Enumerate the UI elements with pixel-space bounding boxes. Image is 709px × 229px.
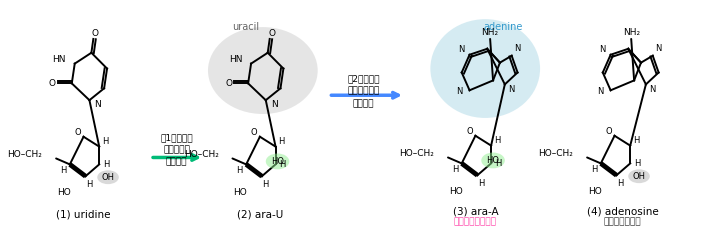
Text: HN: HN (229, 55, 242, 64)
Text: H: H (452, 165, 458, 174)
Text: O: O (605, 127, 612, 136)
Text: adenine: adenine (483, 22, 523, 32)
Text: HO: HO (271, 157, 284, 166)
Text: OH: OH (632, 172, 645, 181)
Text: O: O (268, 30, 275, 38)
Text: (3) ara-A: (3) ara-A (452, 207, 498, 217)
Text: H: H (591, 165, 597, 174)
Text: HO: HO (233, 188, 247, 196)
Text: H: H (236, 166, 242, 175)
Text: H: H (493, 136, 500, 145)
Text: N: N (599, 45, 605, 54)
Text: H: H (60, 166, 66, 175)
Text: 石戸の加熱: 石戸の加熱 (163, 145, 190, 154)
Text: NH₂: NH₂ (623, 27, 640, 36)
Text: HO: HO (486, 156, 500, 165)
Text: N: N (271, 100, 277, 109)
Text: uracil: uracil (233, 22, 259, 32)
Text: H: H (478, 179, 484, 188)
Text: 第2ステップ: 第2ステップ (347, 74, 380, 83)
Text: N: N (508, 85, 514, 94)
Text: (1) uridine: (1) uridine (56, 210, 111, 220)
Text: N: N (649, 85, 655, 94)
Ellipse shape (97, 170, 119, 184)
Text: N: N (598, 87, 604, 96)
Text: HO: HO (57, 188, 71, 196)
Text: H: H (102, 137, 108, 146)
Text: H: H (495, 159, 501, 168)
Text: O: O (91, 30, 99, 38)
Text: （生体内成分）: （生体内成分） (603, 217, 641, 226)
Text: H: H (262, 180, 269, 189)
Text: NH₂: NH₂ (481, 27, 498, 36)
Text: H: H (103, 160, 109, 169)
Text: O: O (49, 79, 56, 88)
Ellipse shape (628, 169, 650, 183)
Ellipse shape (481, 153, 505, 168)
Text: H: H (279, 160, 286, 169)
Text: H: H (634, 159, 640, 168)
Text: H: H (278, 137, 284, 146)
Text: O: O (251, 128, 257, 137)
Text: H: H (86, 180, 93, 189)
Ellipse shape (430, 19, 540, 118)
Text: （抗ウイルス薬）: （抗ウイルス薬） (454, 217, 497, 226)
Text: HO: HO (588, 187, 602, 196)
Ellipse shape (208, 27, 318, 114)
Text: 溶融反応: 溶融反応 (166, 157, 187, 166)
Text: O: O (225, 79, 232, 88)
Text: 第1ステップ: 第1ステップ (160, 133, 193, 142)
Text: O: O (467, 127, 473, 136)
Text: OH: OH (101, 173, 115, 182)
Text: N: N (458, 45, 464, 54)
Text: O: O (74, 128, 81, 137)
Text: HO–CH₂: HO–CH₂ (8, 150, 43, 159)
Text: H: H (618, 179, 624, 188)
Text: HO: HO (449, 187, 463, 196)
Text: N: N (654, 44, 661, 53)
Text: HO–CH₂: HO–CH₂ (399, 149, 435, 158)
Text: (2) ara-U: (2) ara-U (237, 210, 283, 220)
Ellipse shape (266, 153, 289, 169)
Text: N: N (457, 87, 463, 96)
Text: HO–CH₂: HO–CH₂ (184, 150, 219, 159)
Text: HO–CH₂: HO–CH₂ (539, 149, 574, 158)
Text: 酵素反応: 酵素反応 (353, 100, 374, 109)
Text: H: H (633, 136, 640, 145)
Text: (4) adenosine: (4) adenosine (586, 207, 658, 217)
Text: N: N (513, 44, 520, 53)
Text: 味の素の加熱: 味の素の加熱 (347, 87, 380, 96)
Text: HN: HN (52, 55, 66, 64)
Text: N: N (94, 100, 101, 109)
